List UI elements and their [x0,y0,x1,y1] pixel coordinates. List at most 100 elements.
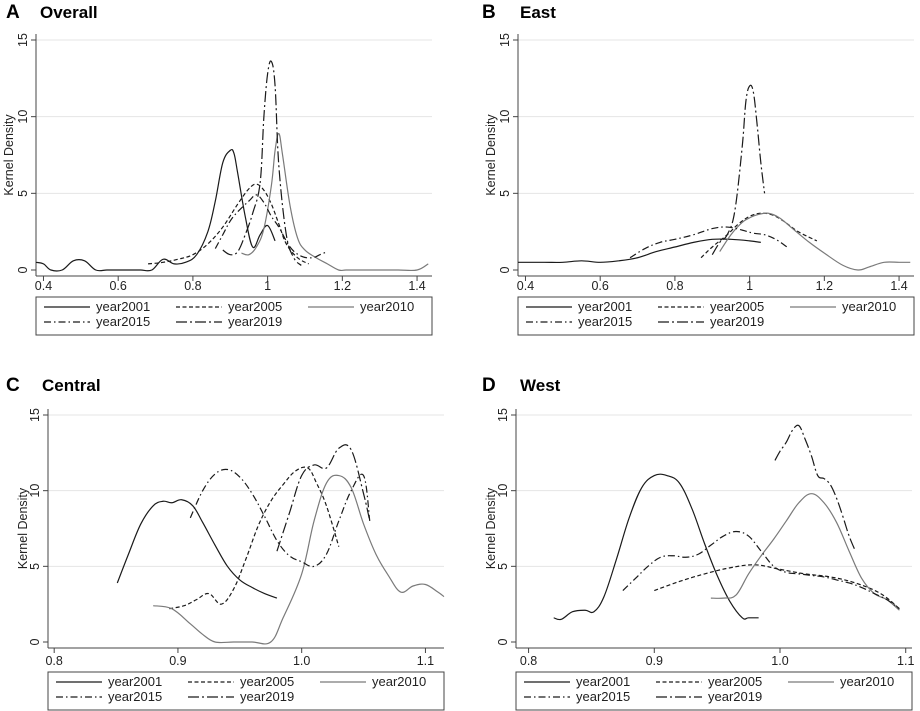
x-tick-label: 1.0 [771,654,788,668]
x-tick-label: 1.2 [816,279,833,293]
legend: year2001 year2005 year2010 year2015 year2019 [517,296,915,336]
legend-label-year2010: year2010 [372,674,426,689]
panel-title: West [520,376,561,395]
legend-box [47,671,445,711]
y-tick-label: 15 [498,33,512,47]
legend-label-year2001: year2001 [578,299,632,314]
series-line-year2015 [629,226,788,259]
series-line-year2005 [654,564,900,610]
y-tick-label: 0 [496,638,510,645]
series-line-year2015 [189,468,371,568]
legend-label-year2010: year2010 [360,299,414,314]
chart-panel-c: C Central 0 5 10 15 0.8 0.9 1.0 1.1 Kernel Density… [6,375,445,711]
legend-label-year2005: year2005 [708,674,762,689]
series-line-year2010 [710,493,900,611]
legend: year2001 year2005 year2010 year2015 year2019 [47,671,445,711]
chart-panel-a: A Overall 0 5 10 15 0.4 0.6 0.8 1 1.2 1.4 Kernel Den… [2,2,433,336]
x-tick-label: 0.6 [109,279,126,293]
legend-label-year2019: year2019 [228,314,282,329]
legend-label-year2015: year2015 [96,314,150,329]
y-tick-label: 5 [16,190,30,197]
legend-box [515,671,913,711]
panel-letter: B [482,2,496,23]
legend-label-year2001: year2001 [108,674,162,689]
series-line-year2019 [276,444,371,552]
legend-label-year2005: year2005 [240,674,294,689]
y-axis-title: Kernel Density [484,114,498,196]
y-axis-title: Kernel Density [484,487,498,569]
y-tick-label: 15 [28,408,42,422]
panel-letter: A [6,2,20,23]
series-line-year2015 [622,530,900,610]
legend-label-year2015: year2015 [578,314,632,329]
y-tick-label: 15 [496,408,510,422]
x-tick-label: 1.4 [408,279,425,293]
x-tick-label: 0.8 [45,654,62,668]
legend-label-year2019: year2019 [240,689,294,704]
y-axis-title: Kernel Density [2,114,16,196]
panel-title: East [520,3,556,22]
x-tick-label: 0.8 [184,279,201,293]
y-tick-label: 10 [28,484,42,498]
series-line-year2001 [518,238,761,264]
legend-box [517,296,915,336]
series-line-year2005 [700,212,818,259]
series-line-year2010 [153,474,445,645]
series-line-year2005 [169,466,340,610]
legend-label-year2001: year2001 [96,299,150,314]
legend-label-year2019: year2019 [710,314,764,329]
y-tick-label: 10 [498,110,512,124]
legend: year2001 year2005 year2010 year2015 year2019 [515,671,913,711]
x-tick-label: 1 [746,279,753,293]
series-line-year2010 [241,132,429,272]
x-tick-label: 1.2 [334,279,351,293]
series-line-year2005 [148,183,310,265]
series-line-year2015 [214,194,328,259]
legend-box [35,296,433,336]
y-tick-label: 5 [498,190,512,197]
chart-panel-d: D West 0 5 10 15 0.8 0.9 1.0 1.1 Kernel Density yea… [482,375,914,711]
legend-label-year2015: year2015 [576,689,630,704]
legend-label-year2010: year2010 [840,674,894,689]
y-tick-label: 5 [496,563,510,570]
legend: year2001 year2005 year2010 year2015 year2019 [35,296,433,336]
x-tick-label: 1.0 [293,654,310,668]
panel-letter: C [6,375,20,396]
legend-label-year2001: year2001 [576,674,630,689]
x-tick-label: 0.4 [517,279,534,293]
y-tick-label: 0 [16,266,30,273]
x-tick-label: 1.1 [417,654,434,668]
x-tick-label: 0.4 [35,279,52,293]
y-axis-title: Kernel Density [16,487,30,569]
y-tick-label: 10 [496,484,510,498]
y-tick-label: 10 [16,110,30,124]
series-line-year2001 [116,499,278,599]
legend-label-year2005: year2005 [228,299,282,314]
x-tick-label: 1.4 [890,279,907,293]
y-tick-label: 0 [28,638,42,645]
series-line-year2019 [222,60,302,266]
x-tick-label: 1 [264,279,271,293]
series-line-year2010 [719,212,911,271]
chart-panel-b: B East 0 5 10 15 0.4 0.6 0.8 1 1.2 1.4 Kernel Densit… [482,2,915,336]
y-tick-label: 15 [16,33,30,47]
legend-label-year2005: year2005 [710,299,764,314]
x-tick-label: 0.9 [646,654,663,668]
legend-label-year2010: year2010 [842,299,896,314]
y-tick-label: 0 [498,266,512,273]
series-line-year2001 [553,473,759,621]
legend-label-year2015: year2015 [108,689,162,704]
series-line-year2019 [711,84,766,255]
x-tick-label: 0.9 [169,654,186,668]
y-tick-label: 5 [28,563,42,570]
panel-letter: D [482,375,496,396]
x-tick-label: 0.8 [520,654,537,668]
panel-title: Overall [40,3,98,22]
x-tick-label: 0.6 [591,279,608,293]
panel-title: Central [42,376,101,395]
x-tick-label: 0.8 [666,279,683,293]
legend-label-year2019: year2019 [708,689,762,704]
series-line-year2001 [35,148,276,272]
series-line-year2019 [774,424,856,552]
